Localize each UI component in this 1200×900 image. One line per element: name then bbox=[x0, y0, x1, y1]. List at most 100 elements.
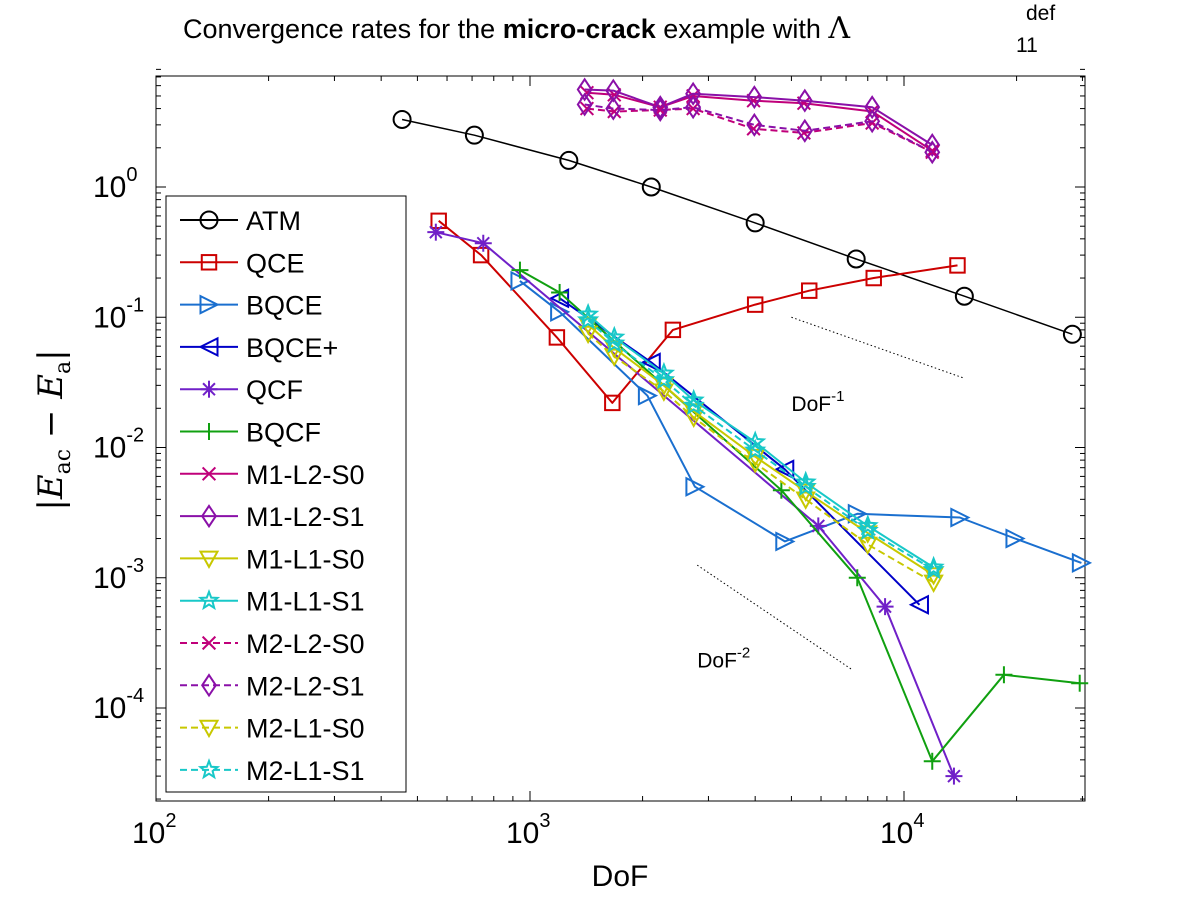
legend-label: M2-L2-S0 bbox=[246, 629, 365, 659]
legend-marker bbox=[200, 254, 218, 271]
data-point bbox=[427, 223, 445, 241]
data-series bbox=[392, 77, 1093, 785]
legend-item: M2-L2-S0 bbox=[180, 629, 365, 659]
legend-label: M1-L1-S0 bbox=[246, 544, 365, 574]
data-point bbox=[685, 81, 702, 106]
chart-title: Convergence rates for the micro-crack ex… bbox=[183, 2, 1055, 57]
data-point bbox=[856, 518, 879, 541]
x-tick-label: 102 bbox=[132, 810, 177, 850]
data-point bbox=[746, 85, 763, 110]
data-point bbox=[664, 321, 682, 339]
legend-marker bbox=[197, 758, 221, 780]
x-axis-label: DoF bbox=[592, 860, 649, 893]
series-line bbox=[586, 91, 933, 152]
series-line bbox=[587, 313, 935, 569]
legend-item: M1-L1-S0 bbox=[180, 544, 365, 574]
legend-marker bbox=[197, 588, 221, 611]
legend-item: BQCE+ bbox=[180, 333, 338, 363]
data-point bbox=[744, 455, 766, 474]
data-point bbox=[865, 269, 882, 287]
data-point bbox=[995, 666, 1013, 684]
data-point bbox=[922, 558, 945, 580]
data-point bbox=[548, 329, 566, 346]
legend-item: M1-L1-S1 bbox=[180, 587, 365, 617]
data-point bbox=[559, 150, 579, 170]
data-point bbox=[949, 257, 966, 274]
series-line bbox=[584, 103, 933, 154]
data-point bbox=[794, 470, 817, 492]
data-point bbox=[551, 283, 569, 301]
legend: ATM QCE BQCE BQCE+ QCF BQCF M1-L2-S0 M1-L2-S1 M1… bbox=[165, 195, 407, 793]
series-line bbox=[584, 88, 933, 146]
series-line bbox=[587, 319, 935, 571]
legend-marker bbox=[199, 210, 219, 230]
data-point bbox=[576, 77, 593, 102]
data-point bbox=[801, 282, 818, 299]
data-point bbox=[924, 133, 941, 158]
data-point bbox=[682, 393, 705, 416]
data-point bbox=[746, 121, 761, 136]
data-point bbox=[604, 348, 625, 368]
title-text: Convergence rates for the micro-crack ex… bbox=[183, 11, 850, 46]
series-line bbox=[401, 118, 1073, 336]
slope-guides: DoF-1 DoF-2 bbox=[696, 316, 965, 672]
y-tick-label: 10-2 bbox=[93, 425, 144, 465]
legend-label: M1-L2-S0 bbox=[246, 460, 365, 490]
data-point bbox=[908, 594, 929, 615]
legend-marker bbox=[198, 719, 220, 739]
legend-item: M2-L2-S1 bbox=[180, 671, 365, 701]
legend-label: M2-L2-S1 bbox=[246, 671, 365, 701]
y-tick-label: 10-1 bbox=[93, 294, 144, 334]
series-m1-l1-s1 bbox=[576, 302, 945, 577]
slope-guide-label: DoF-1 bbox=[791, 388, 844, 416]
legend-label: M1-L1-S1 bbox=[246, 587, 365, 617]
data-point bbox=[923, 574, 944, 594]
data-point bbox=[652, 98, 669, 123]
x-tick-label: 103 bbox=[506, 810, 551, 850]
legend-label: M2-L1-S0 bbox=[246, 714, 365, 744]
title-superscript: def bbox=[1026, 2, 1055, 25]
legend-item: QCE bbox=[180, 248, 305, 278]
data-point bbox=[474, 234, 492, 252]
legend-item: M2-L1-S0 bbox=[180, 714, 365, 744]
legend-label: ATM bbox=[246, 206, 301, 236]
data-point bbox=[744, 438, 767, 460]
legend-marker bbox=[200, 673, 218, 698]
data-point bbox=[775, 531, 796, 552]
data-point bbox=[641, 177, 661, 197]
data-point bbox=[772, 481, 790, 499]
legend-item: BQCE bbox=[180, 291, 323, 321]
data-point bbox=[744, 430, 767, 452]
title-subscript: 11 bbox=[1016, 34, 1038, 57]
series-line bbox=[586, 107, 933, 154]
legend-marker bbox=[200, 504, 218, 529]
data-point bbox=[576, 92, 593, 117]
data-point bbox=[685, 95, 702, 120]
y-tick-label: 10-3 bbox=[93, 555, 144, 595]
series-line bbox=[587, 332, 935, 584]
data-point bbox=[848, 569, 866, 587]
data-point bbox=[1071, 674, 1089, 692]
data-point bbox=[954, 286, 974, 306]
slope-guide-line bbox=[791, 316, 965, 379]
data-point bbox=[511, 261, 529, 279]
legend-marker bbox=[201, 466, 217, 481]
x-tick-label: 104 bbox=[880, 810, 925, 850]
legend-label: BQCF bbox=[246, 418, 321, 448]
data-point bbox=[472, 246, 490, 264]
data-point bbox=[846, 249, 866, 269]
legend-marker bbox=[198, 336, 219, 358]
y-axis-label: |Eac − Ea| bbox=[31, 349, 76, 510]
legend-label: M2-L1-S1 bbox=[246, 756, 365, 786]
data-point bbox=[683, 409, 704, 429]
data-point bbox=[652, 95, 669, 120]
data-point bbox=[605, 78, 622, 103]
data-point bbox=[923, 752, 941, 770]
data-point bbox=[577, 325, 599, 345]
legend-marker bbox=[201, 635, 217, 651]
data-point bbox=[603, 325, 626, 347]
series-m2-l1-s1 bbox=[576, 308, 945, 580]
legend-item: M1-L2-S0 bbox=[180, 460, 365, 490]
data-point bbox=[685, 476, 706, 497]
